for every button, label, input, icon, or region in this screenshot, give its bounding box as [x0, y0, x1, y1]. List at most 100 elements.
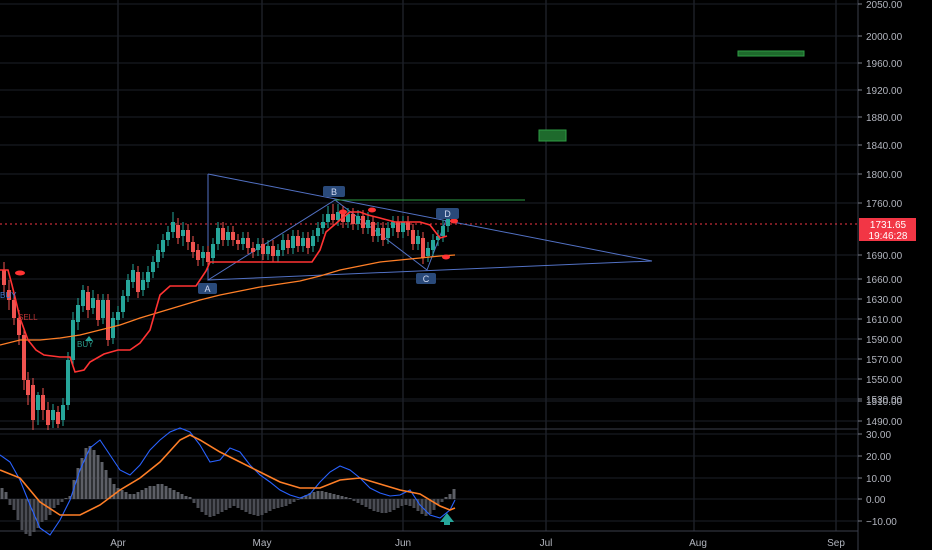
histogram-bar	[56, 499, 60, 505]
histogram-bar	[440, 499, 444, 502]
candle-body	[381, 228, 385, 240]
histogram-bar	[292, 499, 296, 502]
candle-body	[311, 236, 315, 246]
histogram-bar	[16, 499, 20, 520]
histogram-bar	[148, 486, 152, 499]
histogram-bar	[216, 499, 220, 514]
candle-body	[321, 222, 325, 228]
macd-line	[0, 427, 456, 536]
price-tick-label: 1510.00	[866, 397, 903, 408]
signal-label-buy-2: BUY	[77, 340, 94, 349]
histogram-bar	[324, 492, 328, 499]
candle-body	[231, 232, 235, 240]
histogram-bar	[0, 488, 4, 499]
histogram-bar	[392, 499, 396, 510]
histogram-bar	[452, 489, 456, 499]
histogram-bar	[384, 499, 388, 513]
candle-body	[66, 360, 70, 405]
candle-body	[151, 262, 155, 272]
histogram-bar	[80, 458, 84, 499]
time-tick-label: Aug	[689, 538, 707, 549]
histogram-bar	[124, 492, 128, 499]
harmonic-pattern[interactable]	[207, 173, 653, 281]
histogram-bar	[268, 499, 272, 511]
time-tick-label: Jun	[395, 538, 411, 549]
histogram-bar	[4, 492, 8, 499]
candle-body	[246, 238, 250, 248]
histogram-bar	[280, 499, 284, 507]
chart-grid	[0, 0, 858, 531]
candle-body	[76, 305, 80, 322]
histogram-bar	[296, 499, 300, 500]
histogram-bar	[340, 496, 344, 499]
candle-body	[416, 236, 420, 244]
histogram-bar	[424, 499, 428, 516]
time-axis[interactable]: Apr May Jun Jul Aug Sep	[110, 538, 845, 549]
histogram-bar	[256, 499, 260, 516]
histogram-bar	[108, 478, 112, 499]
histogram-bar	[276, 499, 280, 508]
candle-body	[331, 214, 335, 220]
target-zone-1	[538, 129, 567, 142]
price-axis[interactable]: 2050.00 2000.00 1960.00 1920.00 1880.00 1840.…	[858, 0, 903, 428]
histogram-bar	[64, 498, 68, 499]
indicator-tick-label: 10.00	[866, 474, 891, 485]
target-zone-2	[737, 50, 805, 57]
histogram-bar	[144, 488, 148, 499]
candle-body	[226, 232, 230, 240]
signal-labels: BUY BUY SELL	[0, 291, 94, 349]
histogram-bar	[380, 499, 384, 513]
price-tick-label: 1490.00	[866, 417, 903, 428]
candle-body	[391, 222, 395, 228]
histogram-bar	[404, 499, 408, 505]
histogram-bar	[228, 499, 232, 508]
histogram-bar	[120, 490, 124, 499]
signal-label-sell: SELL	[18, 313, 38, 322]
histogram-bar	[320, 491, 324, 499]
candle-body	[136, 272, 140, 292]
histogram-bar	[172, 490, 176, 499]
histogram-bar	[240, 499, 244, 510]
histogram-bar	[48, 499, 52, 515]
histogram-bar	[136, 492, 140, 499]
candle-body	[336, 212, 340, 220]
candle-body	[156, 250, 160, 262]
time-tick-label: Sep	[827, 538, 845, 549]
candle-body	[161, 240, 165, 252]
candle-body	[181, 230, 185, 236]
time-tick-label: May	[253, 538, 272, 549]
moving-average-line	[0, 254, 456, 346]
pattern-label-d: D	[436, 208, 459, 219]
histogram-bar	[232, 499, 236, 506]
svg-text:A: A	[204, 284, 210, 294]
price-tick-label: 2000.00	[866, 32, 903, 43]
candlestick-series	[2, 204, 450, 430]
histogram-bar	[132, 494, 136, 499]
indicator-tick-label: 0.00	[866, 495, 886, 506]
candle-body	[346, 214, 350, 222]
candle-body	[371, 222, 375, 236]
histogram-bar	[288, 499, 292, 504]
candle-body	[121, 296, 125, 312]
candle-body	[236, 240, 240, 244]
candle-body	[22, 335, 26, 380]
signal-label-buy-1: BUY	[0, 291, 17, 300]
histogram-bar	[284, 499, 288, 506]
price-tick-label: 1530.00	[866, 395, 903, 406]
candle-body	[17, 318, 21, 335]
price-tick-label: 1550.00	[866, 375, 903, 386]
histogram-bar	[140, 490, 144, 499]
pattern-labels: A B C D	[198, 186, 459, 294]
trailing-stop-line	[0, 211, 448, 373]
candle-body	[281, 240, 285, 250]
histogram-bar	[40, 499, 44, 522]
price-tick-label: 1660.00	[866, 275, 903, 286]
time-tick-label: Jul	[540, 538, 553, 549]
histogram-bar	[192, 499, 196, 503]
histogram-bar	[300, 497, 304, 499]
indicator-tick-label: 20.00	[866, 452, 891, 463]
histogram-bar	[96, 455, 100, 499]
indicator-axis[interactable]: 30.00 20.00 10.00 0.00 −10.00	[858, 430, 897, 528]
candle-body	[296, 236, 300, 246]
